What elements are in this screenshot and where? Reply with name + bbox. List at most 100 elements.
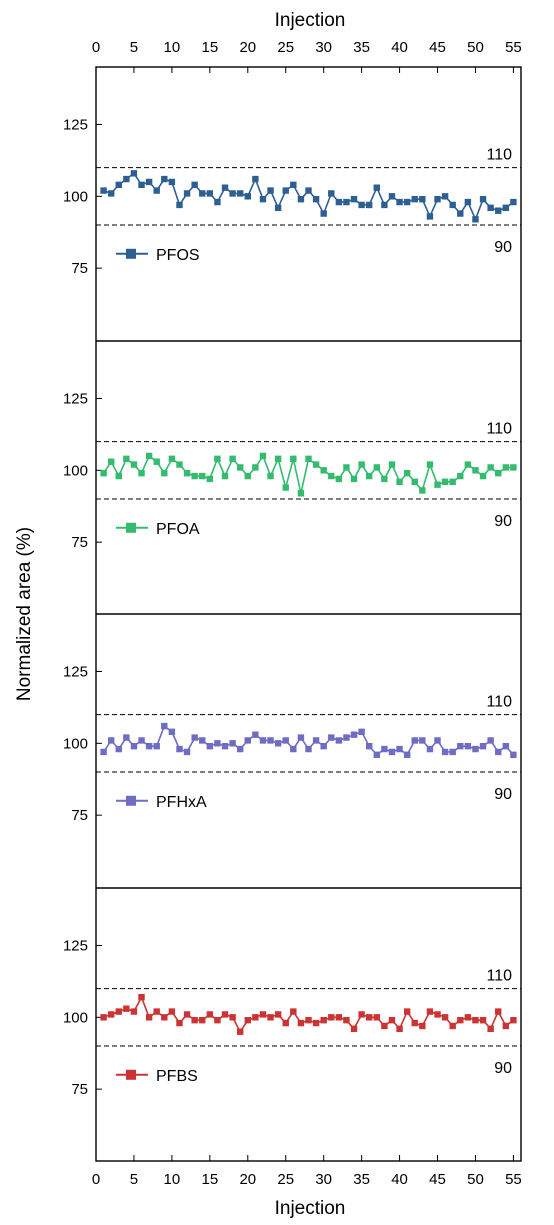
y-tick-label: 100 xyxy=(63,1009,88,1026)
data-point xyxy=(274,455,282,463)
data-point xyxy=(282,737,289,744)
data-point xyxy=(161,1014,168,1021)
y-tick-label: 125 xyxy=(63,937,88,954)
data-point xyxy=(350,731,358,738)
y-tick-label: 100 xyxy=(63,735,88,752)
data-point xyxy=(214,1016,221,1024)
data-point xyxy=(328,734,335,741)
data-point xyxy=(191,181,198,189)
x-tick-label-bottom: 35 xyxy=(353,1171,370,1188)
data-point xyxy=(297,490,305,497)
data-point xyxy=(495,207,502,214)
data-point xyxy=(335,1014,343,1021)
data-point xyxy=(343,1016,350,1024)
data-point xyxy=(434,737,441,744)
data-point xyxy=(236,464,244,471)
data-point xyxy=(161,175,168,183)
data-point xyxy=(403,198,411,206)
data-point xyxy=(457,742,464,750)
data-point xyxy=(403,469,411,477)
data-point xyxy=(214,455,221,463)
data-point xyxy=(176,745,183,753)
data-point xyxy=(176,1019,183,1027)
data-point xyxy=(100,469,107,477)
data-point xyxy=(145,452,153,460)
data-point xyxy=(335,475,343,483)
x-tick-label-top: 50 xyxy=(467,39,484,56)
data-point xyxy=(107,458,115,465)
data-point xyxy=(510,1016,517,1024)
data-point xyxy=(282,484,289,491)
data-point xyxy=(373,464,381,471)
data-point xyxy=(502,204,510,212)
reference-label-90: 90 xyxy=(494,1060,512,1077)
reference-label-90: 90 xyxy=(494,786,512,803)
data-point xyxy=(130,170,138,177)
x-tick-label-top: 10 xyxy=(164,39,181,56)
data-point xyxy=(320,210,327,217)
data-point xyxy=(130,742,138,750)
data-point xyxy=(487,737,494,744)
data-point xyxy=(290,181,297,189)
x-axis-title-top: Injection xyxy=(275,10,346,31)
data-point xyxy=(434,195,441,203)
data-point xyxy=(457,1016,464,1024)
data-point xyxy=(259,452,267,460)
data-point xyxy=(267,1014,274,1021)
data-point xyxy=(495,748,502,756)
data-point xyxy=(107,737,115,744)
data-point xyxy=(426,461,434,468)
data-point xyxy=(510,198,517,206)
y-tick-label: 75 xyxy=(71,807,88,824)
data-point xyxy=(328,1014,335,1021)
data-point xyxy=(191,1016,198,1024)
data-point xyxy=(115,472,122,480)
legend-marker xyxy=(126,1069,136,1080)
data-point xyxy=(479,195,487,203)
data-point xyxy=(145,1014,153,1021)
data-point xyxy=(495,1008,502,1015)
data-point xyxy=(115,745,122,753)
data-point xyxy=(100,748,107,756)
data-point xyxy=(434,481,441,488)
data-point xyxy=(464,1014,472,1021)
data-point xyxy=(449,1022,456,1030)
data-point xyxy=(168,178,176,186)
data-point xyxy=(183,190,191,197)
data-point xyxy=(183,1011,191,1018)
x-tick-label-bottom: 15 xyxy=(201,1171,218,1188)
data-point xyxy=(236,1028,244,1035)
data-point xyxy=(153,1008,160,1015)
data-point xyxy=(100,1014,107,1021)
data-point xyxy=(350,1025,358,1033)
data-point xyxy=(328,190,335,197)
data-point xyxy=(472,467,479,474)
data-point xyxy=(183,469,191,477)
data-point xyxy=(176,461,183,468)
data-point xyxy=(426,745,434,753)
x-tick-label-top: 40 xyxy=(391,39,408,56)
data-point xyxy=(411,737,418,744)
data-point xyxy=(350,475,358,483)
data-point xyxy=(502,464,510,471)
data-point xyxy=(510,464,517,471)
x-tick-label-top: 35 xyxy=(353,39,370,56)
plot-area: 0055101015152020252530303535404045455050… xyxy=(63,39,522,1188)
x-tick-label-bottom: 50 xyxy=(467,1171,484,1188)
data-point xyxy=(244,737,251,744)
x-tick-label-bottom: 10 xyxy=(164,1171,181,1188)
data-point xyxy=(138,181,145,189)
data-point xyxy=(472,1016,479,1024)
x-tick-label-bottom: 55 xyxy=(505,1171,522,1188)
x-tick-label-top: 15 xyxy=(201,39,218,56)
data-point xyxy=(199,472,206,480)
data-point xyxy=(479,742,487,750)
data-point xyxy=(411,478,418,486)
x-tick-label-bottom: 5 xyxy=(130,1171,138,1188)
data-point xyxy=(396,198,403,206)
data-point xyxy=(343,734,350,741)
data-point xyxy=(441,478,449,486)
data-point xyxy=(229,455,236,463)
data-point xyxy=(358,461,365,468)
